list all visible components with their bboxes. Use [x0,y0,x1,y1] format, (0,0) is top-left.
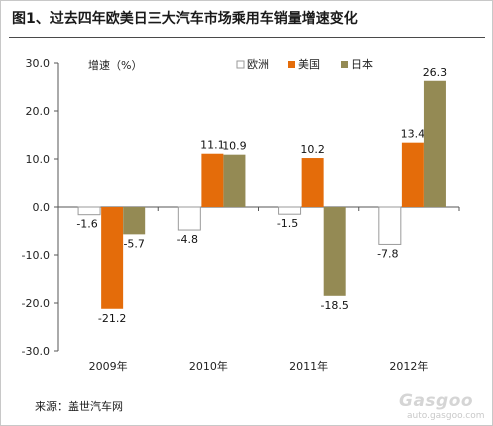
data-label: 11.1 [200,139,225,152]
data-label: 10.9 [222,140,247,153]
bar-日本 [223,154,246,207]
y-axis-label: 增速（%） [88,58,142,72]
data-label: -1.5 [277,217,298,230]
x-tick-label: 2011年 [289,359,328,373]
bar-日本 [423,80,446,207]
legend-swatch [236,60,245,69]
bar-日本 [323,207,346,296]
data-label: -18.5 [320,299,348,312]
watermark-brand: Gasgoo [399,391,474,411]
bar-美国 [301,158,324,207]
y-tick-label: 0.0 [33,201,51,214]
bar-美国 [201,153,224,207]
bar-欧洲 [177,206,201,231]
legend-label: 欧洲 [247,58,269,71]
x-tick-label: 2009年 [89,359,128,373]
gasgoo-watermark-logo: Gasgoo auto.gasgoo.com [399,389,485,425]
title-divider [9,37,485,38]
data-label: 10.2 [300,143,325,156]
y-tick-label: 20.0 [26,105,51,118]
data-label: -1.6 [76,218,97,231]
data-label: -5.7 [123,237,144,250]
data-label: -21.2 [98,312,126,325]
data-label: 26.3 [423,66,448,79]
data-label: -4.8 [177,233,198,246]
source-note: 来源：盖世汽车网 [35,400,123,413]
bar-美国 [401,142,424,207]
y-tick-label: -30.0 [22,345,50,358]
legend-swatch [341,61,348,68]
bar-欧洲 [77,206,101,216]
data-label: 13.4 [401,128,426,141]
legend-label: 美国 [298,58,320,71]
watermark-url: auto.gasgoo.com [407,411,485,421]
y-tick-label: -20.0 [22,297,50,310]
data-label: -7.8 [377,247,398,260]
bar-日本 [123,207,146,235]
bar-美国 [101,207,124,309]
bar-欧洲 [378,206,402,245]
x-tick-label: 2012年 [389,359,428,373]
bar-欧洲 [278,206,302,215]
y-tick-label: 30.0 [26,57,51,70]
chart-title: 图1、过去四年欧美日三大汽车市场乘用车销量增速变化 [12,11,358,27]
y-tick-label: 10.0 [26,153,51,166]
legend-label: 日本 [351,57,373,71]
y-tick-label: -10.0 [22,249,50,262]
x-tick-label: 2010年 [189,359,228,373]
legend-swatch [288,61,295,68]
